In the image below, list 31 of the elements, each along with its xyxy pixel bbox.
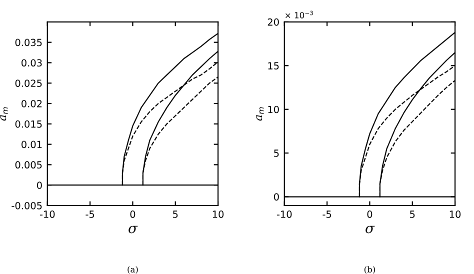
x-tick-label: -5 [322,210,332,218]
x-tick-label: 5 [173,210,178,218]
y-tick-label: 0.02 [22,100,42,108]
y-tick-label: -0.005 [12,202,42,210]
x-axis-title: σ [366,226,375,234]
x-tick-label: 10 [450,210,461,218]
y-tick-label: 0.03 [22,59,42,67]
y-tick-label: 0.01 [22,140,42,148]
y-tick-label: 0.025 [15,80,42,87]
y-tick-label: 0.015 [15,120,42,128]
y-tick-label: 0.035 [15,38,42,46]
text: (b) [364,266,375,274]
y-tick-label: 5 [274,150,279,157]
text: (a) [128,266,138,274]
y-tick-label: 15 [268,62,279,70]
x-tick-label: -10 [40,210,55,218]
x-tick-label: 10 [212,210,224,218]
text: × 10$^{−3}$ [286,10,313,18]
x-tick-label: 0 [130,210,136,218]
y-axis-title: a$_{m}$ [256,107,264,121]
y-tick-label: 10 [268,106,279,114]
x-tick-label: 0 [367,210,372,218]
x-axis-title: σ [128,226,138,234]
y-tick-label: 0.005 [15,161,42,169]
y-tick-label: 20 [268,18,279,26]
x-tick-label: -5 [86,210,94,218]
y-tick-label: 0 [36,182,42,189]
x-tick-label: 5 [410,210,415,218]
x-tick-label: -10 [276,210,292,218]
y-axis-title: a$_{m}$ [0,107,8,121]
y-tick-label: 0 [274,193,279,201]
